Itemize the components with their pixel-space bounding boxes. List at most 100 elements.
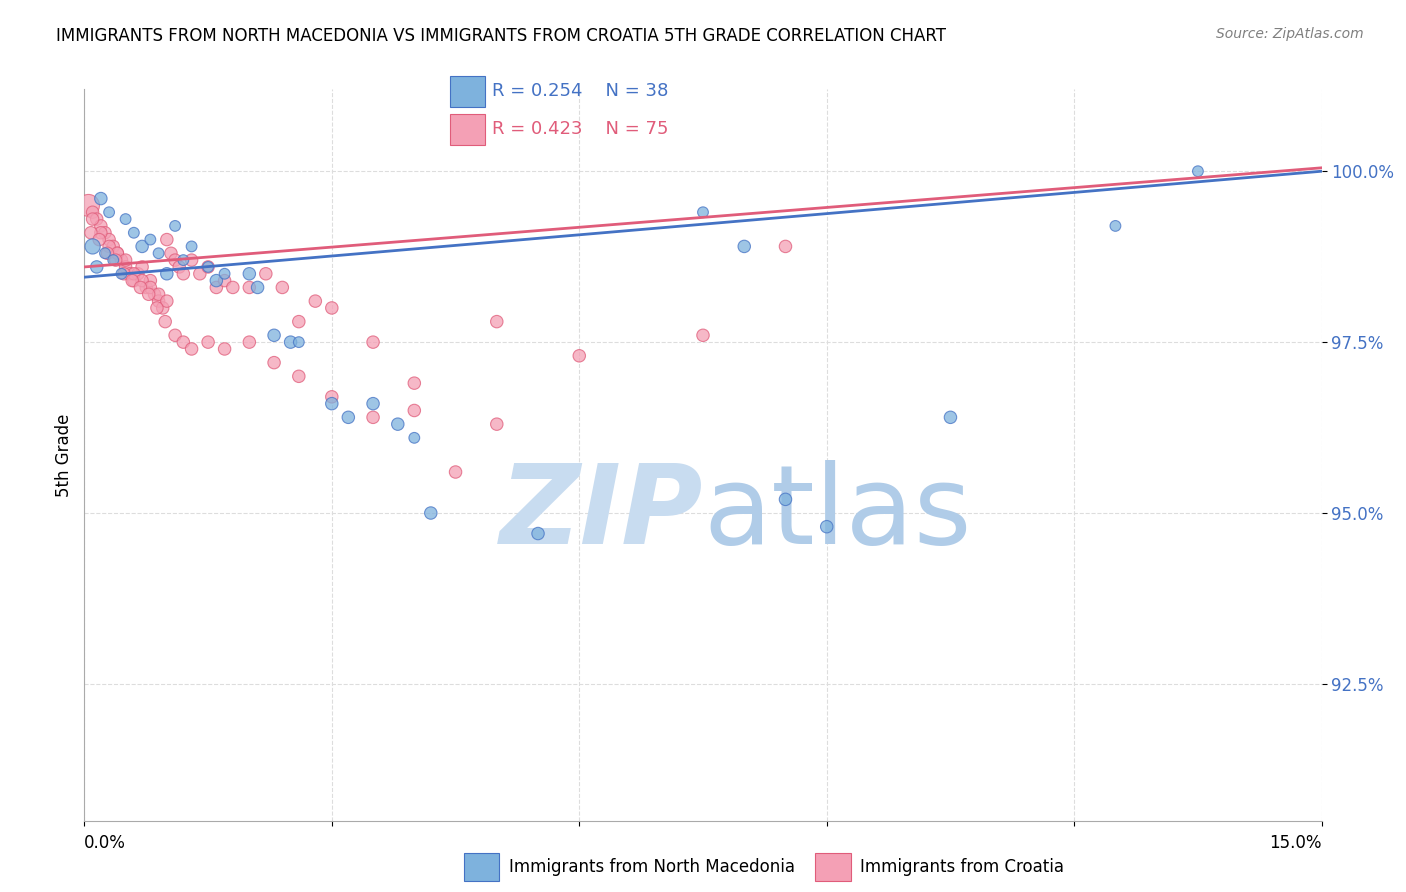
Text: IMMIGRANTS FROM NORTH MACEDONIA VS IMMIGRANTS FROM CROATIA 5TH GRADE CORRELATION: IMMIGRANTS FROM NORTH MACEDONIA VS IMMIG… <box>56 27 946 45</box>
Point <box>197 260 219 274</box>
Point <box>775 492 797 507</box>
Point <box>172 267 194 281</box>
Point <box>444 465 467 479</box>
Point <box>337 410 360 425</box>
Point <box>180 342 202 356</box>
Point <box>112 267 135 281</box>
Point <box>82 212 104 227</box>
Point <box>114 260 136 274</box>
Point <box>485 315 508 329</box>
Point <box>165 219 187 233</box>
Point <box>246 280 269 294</box>
Text: ZIP: ZIP <box>499 460 703 567</box>
Point <box>143 287 166 301</box>
Point <box>86 212 108 227</box>
Point <box>238 280 260 294</box>
Point <box>387 417 409 432</box>
Point <box>404 376 426 391</box>
Point <box>114 212 136 227</box>
Point <box>419 506 441 520</box>
Point <box>188 267 211 281</box>
Point <box>138 287 160 301</box>
Point <box>165 253 187 268</box>
Text: R = 0.423    N = 75: R = 0.423 N = 75 <box>492 120 669 138</box>
Point <box>152 301 174 315</box>
Point <box>167 260 190 274</box>
Point <box>139 233 162 247</box>
Point <box>110 267 132 281</box>
Point <box>692 205 714 219</box>
Point <box>280 335 302 350</box>
Point <box>98 205 121 219</box>
Point <box>197 260 219 274</box>
Point <box>148 287 170 301</box>
Point <box>122 267 145 281</box>
Point <box>118 267 141 281</box>
Point <box>404 431 426 445</box>
Point <box>205 274 228 288</box>
Point <box>214 267 236 281</box>
Point <box>222 280 245 294</box>
Point <box>404 403 426 417</box>
Point <box>238 335 260 350</box>
Point <box>214 342 236 356</box>
Point <box>89 233 111 247</box>
Point <box>90 219 112 233</box>
Point <box>180 239 202 253</box>
Point <box>135 280 157 294</box>
Point <box>82 205 104 219</box>
Point <box>121 274 143 288</box>
Point <box>156 267 179 281</box>
Point <box>131 239 153 253</box>
Point <box>156 294 179 309</box>
Point <box>86 260 108 274</box>
Point <box>1104 219 1126 233</box>
Point <box>104 253 127 268</box>
Point <box>94 246 117 260</box>
Point <box>105 246 128 260</box>
Point <box>156 233 179 247</box>
Point <box>527 526 550 541</box>
Point <box>122 226 145 240</box>
Point <box>288 315 311 329</box>
Point <box>1187 164 1209 178</box>
Point <box>361 335 384 350</box>
Point <box>939 410 962 425</box>
Point <box>122 274 145 288</box>
Point <box>129 280 152 294</box>
Point <box>288 369 311 384</box>
Point <box>733 239 755 253</box>
Point <box>94 226 117 240</box>
Point <box>361 397 384 411</box>
Point <box>180 253 202 268</box>
Point <box>90 192 112 206</box>
Point <box>98 239 121 253</box>
Point <box>98 233 121 247</box>
Point <box>165 328 187 343</box>
Point <box>361 410 384 425</box>
Point <box>775 239 797 253</box>
Text: Immigrants from North Macedonia: Immigrants from North Macedonia <box>509 858 794 876</box>
Point <box>105 246 128 260</box>
Point <box>103 253 125 268</box>
Point <box>146 301 169 315</box>
Point <box>82 239 104 253</box>
Point <box>114 253 136 268</box>
Y-axis label: 5th Grade: 5th Grade <box>55 413 73 497</box>
Point <box>263 328 285 343</box>
Point <box>103 239 125 253</box>
Point <box>153 315 176 329</box>
Point <box>238 267 260 281</box>
Point <box>172 253 194 268</box>
Point <box>139 280 162 294</box>
Point <box>148 294 170 309</box>
Point <box>197 335 219 350</box>
Point <box>80 226 103 240</box>
Point <box>321 301 343 315</box>
Text: 15.0%: 15.0% <box>1270 834 1322 852</box>
Point <box>96 246 118 260</box>
Text: Immigrants from Croatia: Immigrants from Croatia <box>860 858 1064 876</box>
Point <box>485 417 508 432</box>
Point <box>160 246 183 260</box>
Point <box>254 267 277 281</box>
